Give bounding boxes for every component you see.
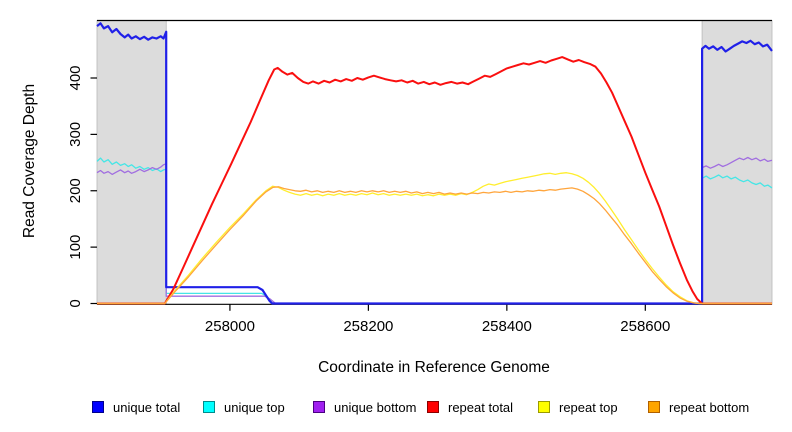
series-line-repeat-top	[97, 172, 772, 305]
legend-swatch-icon	[538, 401, 550, 413]
x-axis-title: Coordinate in Reference Genome	[318, 359, 550, 376]
legend-item-repeat-top: repeat top	[538, 399, 618, 415]
series-line-unique-total	[96, 22, 773, 305]
x-tick-label: 258000	[205, 318, 255, 335]
legend-label: repeat top	[559, 399, 618, 415]
legend-label: unique top	[224, 399, 285, 415]
legend-item-unique-bottom: unique bottom	[313, 399, 416, 415]
x-tick-label: 258200	[343, 318, 393, 335]
series-line-repeat-total	[97, 56, 772, 305]
legend-label: repeat bottom	[669, 399, 750, 415]
y-tick-label: 100	[67, 235, 84, 260]
legend-item-unique-top: unique top	[203, 399, 285, 415]
legend-swatch-icon	[427, 401, 439, 413]
y-tick-label: 400	[67, 65, 84, 90]
legend-swatch-icon	[648, 401, 660, 413]
y-tick-label: 300	[67, 122, 84, 147]
legend-item-repeat-total: repeat total	[427, 399, 513, 415]
legend-item-unique-total: unique total	[92, 399, 180, 415]
legend-label: repeat total	[448, 399, 514, 415]
x-tick-label: 258600	[620, 318, 670, 335]
series-line-unique-bottom	[96, 156, 773, 305]
legend: unique total unique top unique bottom repea…	[0, 399, 792, 417]
legend-label: unique total	[113, 399, 181, 415]
legend-swatch-icon	[203, 401, 215, 413]
y-tick-label: 0	[67, 299, 84, 307]
legend-swatch-icon	[92, 401, 104, 413]
legend-label: unique bottom	[334, 399, 417, 415]
right-unique-region	[701, 20, 773, 305]
series-line-unique-top	[96, 157, 773, 305]
y-axis-title: Read Coverage Depth	[21, 83, 38, 239]
x-tick-label: 258400	[482, 318, 532, 335]
legend-swatch-icon	[313, 401, 325, 413]
y-tick-label: 200	[67, 178, 84, 203]
left-unique-region	[96, 20, 167, 305]
legend-item-repeat-bottom: repeat bottom	[648, 399, 749, 415]
series-line-repeat-bottom	[97, 186, 772, 305]
